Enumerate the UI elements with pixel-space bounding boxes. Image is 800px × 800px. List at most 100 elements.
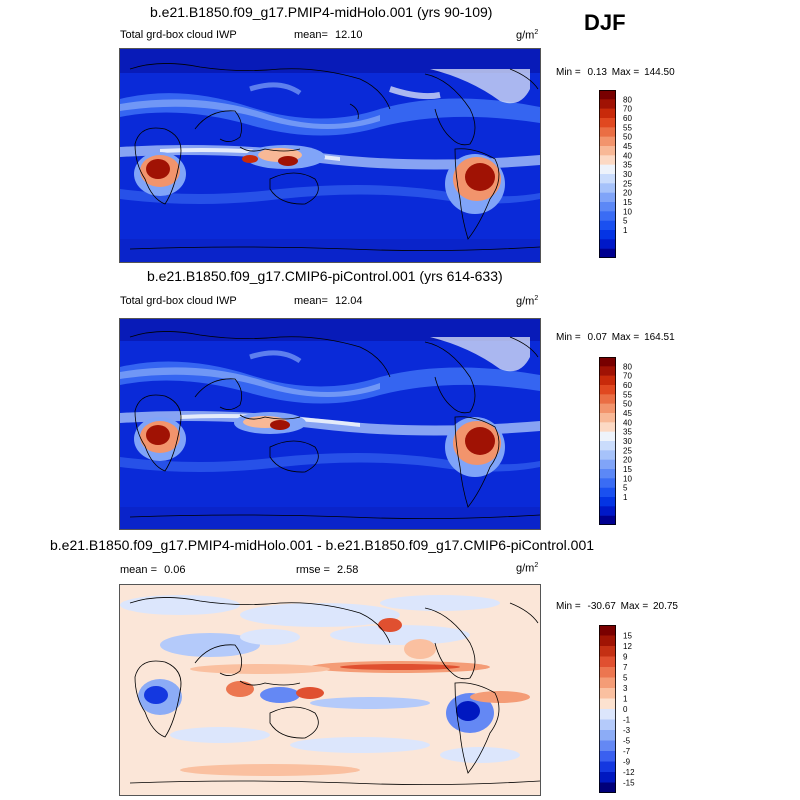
colorbar-swatch	[599, 515, 616, 525]
colorbar-tick-label: 1	[623, 493, 628, 502]
colorbar-swatch	[599, 366, 616, 376]
panel3-colorbar: 15 12 9 7 5 3 1 0 -1 -3 -5 -7 -9 -12 -15	[599, 625, 659, 793]
colorbar-swatch	[599, 202, 616, 212]
colorbar-tick-label: 1	[623, 226, 628, 235]
colorbar-swatch	[599, 719, 616, 731]
colorbar-swatch	[599, 248, 616, 258]
colorbar-tick-label: 35	[623, 161, 632, 170]
colorbar-tick-label: 50	[623, 400, 632, 409]
panel2-minmax: Min = 0.07 Max = 164.51	[556, 332, 675, 343]
panel2-title: b.e21.B1850.f09_g17.CMIP6-piControl.001 …	[147, 268, 503, 284]
colorbar-frame	[599, 357, 616, 525]
colorbar-swatch	[599, 635, 616, 647]
colorbar-swatch	[599, 155, 616, 165]
colorbar-tick-label: 15	[623, 632, 632, 641]
colorbar-tick-label: 80	[623, 95, 632, 104]
colorbar-tick-label: 50	[623, 133, 632, 142]
colorbar-tick-label: 40	[623, 151, 632, 160]
colorbar-swatch	[599, 730, 616, 741]
panel2-variable-label: Total grd-box cloud IWP	[120, 295, 237, 307]
colorbar-swatch	[599, 740, 616, 752]
panel1-mean-label: mean=	[294, 29, 328, 41]
panel3-mean: mean = 0.06	[120, 564, 185, 576]
panel1-map-svg	[120, 49, 540, 262]
colorbar-swatch	[599, 136, 616, 147]
panel3-map-svg	[120, 585, 540, 795]
colorbar-tick-label: 30	[623, 170, 632, 179]
colorbar-swatch	[599, 478, 616, 488]
panel1-mean-value: 12.10	[335, 29, 363, 41]
colorbar-swatch	[599, 385, 616, 395]
colorbar-tick-label: 70	[623, 372, 632, 381]
panel2-mean: mean= 12.04	[294, 295, 363, 307]
colorbar-swatch	[599, 174, 616, 184]
colorbar-swatch	[599, 164, 616, 175]
colorbar-tick-label: 1	[623, 695, 628, 704]
colorbar-swatch	[599, 357, 616, 367]
colorbar-swatch	[599, 469, 616, 479]
panel2-units-exp: 2	[534, 295, 539, 302]
colorbar-swatch	[599, 239, 616, 249]
panel1-minmax: Min = 0.13 Max = 144.50	[556, 67, 675, 78]
colorbar-tick-label: 45	[623, 142, 632, 151]
colorbar-tick-label: 5	[623, 484, 628, 493]
colorbar-swatch	[599, 118, 616, 128]
colorbar-swatch	[599, 487, 616, 498]
panel3-mean-label: mean =	[120, 564, 157, 576]
colorbar-tick-label: 15	[623, 465, 632, 474]
panel3-title: b.e21.B1850.f09_g17.PMIP4-midHolo.001 - …	[50, 537, 595, 553]
panel2-mean-label: mean=	[294, 295, 328, 307]
colorbar-swatch	[599, 413, 616, 423]
panel1-units: g/m2	[516, 29, 538, 42]
panel2-min-value: 0.07	[587, 332, 607, 343]
season-label: DJF	[584, 10, 626, 35]
colorbar-swatch	[599, 127, 616, 137]
colorbar-tick-label: 0	[623, 705, 628, 714]
colorbar-swatch	[599, 431, 616, 442]
colorbar-tick-label: -15	[623, 779, 635, 788]
colorbar-swatch	[599, 108, 616, 119]
panel1-min-value: 0.13	[587, 67, 607, 78]
colorbar-swatch	[599, 782, 616, 793]
colorbar-swatch	[599, 99, 616, 109]
panel3-units-exp: 2	[534, 562, 539, 569]
panel3-units-base: g/m	[516, 562, 535, 575]
colorbar-tick-label: 10	[623, 207, 632, 216]
colorbar-frame	[599, 90, 616, 258]
panel3-rmse-value: 2.58	[337, 564, 359, 576]
colorbar-tick-label: 3	[623, 684, 628, 693]
colorbar-swatch	[599, 450, 616, 460]
colorbar-tick-label: 80	[623, 362, 632, 371]
colorbar-swatch	[599, 497, 616, 507]
colorbar-swatch	[599, 751, 616, 762]
colorbar-tick-label: 9	[623, 653, 628, 662]
colorbar-swatch	[599, 146, 616, 156]
colorbar-tick-label: 7	[623, 663, 628, 672]
colorbar-swatch	[599, 506, 616, 516]
panel1-min-label: Min =	[556, 67, 581, 78]
colorbar-tick-label: 15	[623, 198, 632, 207]
colorbar-swatch	[599, 220, 616, 231]
panel3-minmax: Min = -30.67 Max = 20.75	[556, 601, 678, 612]
colorbar-swatch	[599, 394, 616, 404]
colorbar-swatch	[599, 422, 616, 432]
colorbar-swatch	[599, 709, 616, 720]
colorbar-swatch	[599, 698, 616, 710]
panel1-max-label: Max =	[611, 67, 640, 78]
colorbar-swatch	[599, 625, 616, 636]
colorbar-tick-label: 12	[623, 642, 632, 651]
colorbar-swatch	[599, 761, 616, 773]
panel1-colorbar: 80 70 60 55 50 45 40 35 30 25 20 15 10 5 1	[599, 90, 659, 258]
colorbar-swatch	[599, 230, 616, 240]
colorbar-tick-label: 20	[623, 189, 632, 198]
panel2-units: g/m2	[516, 295, 538, 308]
colorbar-swatch	[599, 192, 616, 203]
colorbar-tick-label: 60	[623, 381, 632, 390]
panel3-max-value: 20.75	[652, 601, 678, 612]
colorbar-swatch	[599, 183, 616, 193]
colorbar-swatch	[599, 403, 616, 414]
colorbar-tick-label: 60	[623, 114, 632, 123]
colorbar-tick-label: -3	[623, 726, 631, 735]
